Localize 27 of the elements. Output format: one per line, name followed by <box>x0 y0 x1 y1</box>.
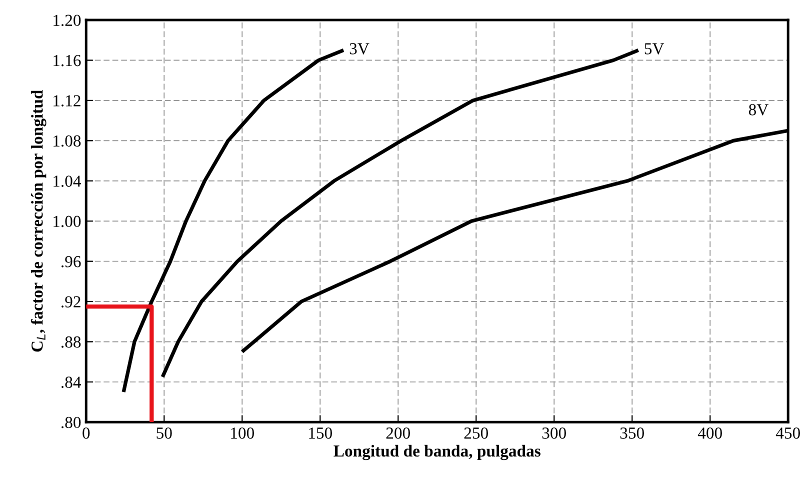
y-tick-label: .88 <box>62 336 81 348</box>
series-label: 8V <box>748 104 768 116</box>
y-tick-label: 1.00 <box>54 216 81 228</box>
y-tick-label: .92 <box>62 296 80 308</box>
x-tick-label: 450 <box>776 427 800 439</box>
y-tick-label: .80 <box>62 416 81 428</box>
y-tick-label: 1.04 <box>54 176 82 187</box>
x-tick-label: 400 <box>698 427 722 439</box>
x-tick-label: 300 <box>542 427 566 439</box>
x-tick-label: 100 <box>231 427 254 439</box>
series-label: 5V <box>644 43 664 54</box>
x-axis-title: Longitud de banda, pulgadas <box>334 444 540 460</box>
x-tick-label: 200 <box>386 427 410 439</box>
y-tick-label: 1.12 <box>54 95 80 106</box>
line-series <box>122 48 346 394</box>
y-tick-label: 1.16 <box>54 54 81 66</box>
x-tick-label: 50 <box>156 427 172 439</box>
series-label: 3V <box>350 43 370 54</box>
y-tick-label: .96 <box>62 256 81 268</box>
y-tick-label: 1.08 <box>54 135 81 147</box>
x-tick-label: 150 <box>309 427 332 439</box>
x-tick-label: 0 <box>82 427 90 439</box>
y-tick-label: 1.20 <box>54 14 81 26</box>
y-axis-title: C$_{L}$, factor de corrección por longitud <box>30 90 46 352</box>
x-tick-label: 250 <box>464 427 488 439</box>
x-tick-label: 350 <box>620 427 644 439</box>
y-tick-label: .84 <box>62 376 82 388</box>
